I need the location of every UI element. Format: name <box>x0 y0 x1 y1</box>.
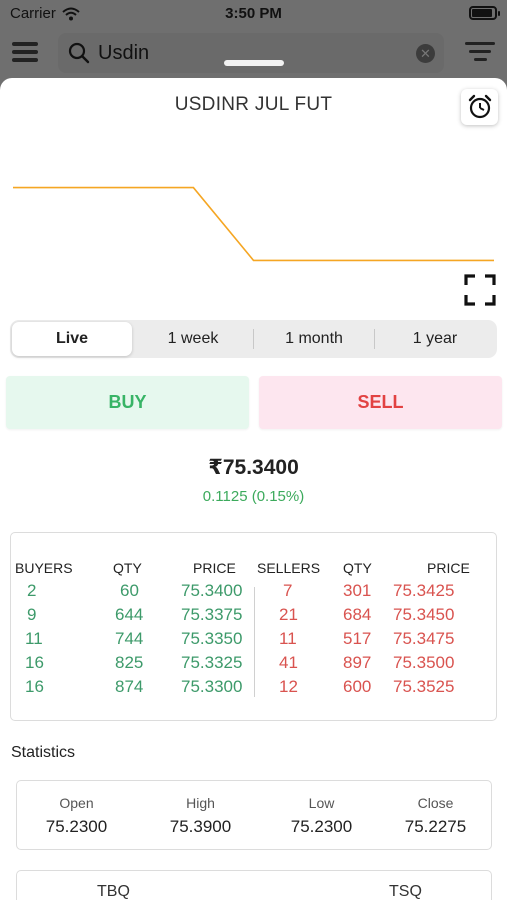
carrier-group: Carrier <box>10 5 80 22</box>
buy-qty: 60 <box>120 581 139 600</box>
statistics-heading: Statistics <box>11 744 76 761</box>
stat-label: Close <box>417 795 454 811</box>
depth-row: 16 874 75.3300 12 600 75.3525 <box>11 677 498 701</box>
sell-price: 75.3525 <box>393 677 455 696</box>
stat-value: 75.2275 <box>404 817 467 836</box>
buy-price: 75.3300 <box>181 677 243 696</box>
sell-qty: 600 <box>343 677 372 696</box>
buy-price: 75.3400 <box>181 581 243 600</box>
carrier-label: Carrier <box>10 5 56 22</box>
depth-row: 11 744 75.3350 11 517 75.3475 <box>11 629 498 653</box>
search-input[interactable]: Usdin ✕ <box>58 33 444 73</box>
buy-qty: 644 <box>115 605 144 624</box>
filter-icon[interactable] <box>465 42 495 64</box>
fullscreen-icon[interactable] <box>464 274 496 306</box>
stat-label: High <box>186 795 215 811</box>
search-row: Usdin ✕ <box>0 28 507 78</box>
stat-value: 75.3900 <box>169 817 232 836</box>
buy-qty: 874 <box>115 677 144 696</box>
tab-live[interactable]: Live <box>12 322 132 356</box>
header-buy-price: PRICE <box>193 560 236 576</box>
alert-button[interactable] <box>461 89 498 125</box>
buy-price: 75.3325 <box>181 653 243 672</box>
stat-value: 75.2300 <box>45 817 108 836</box>
sell-qty: 301 <box>343 581 372 600</box>
stat-open: Open 75.2300 <box>17 795 136 837</box>
stat-label: Low <box>308 795 335 811</box>
sellers-count: 12 <box>279 677 298 696</box>
statistics-card: Open 75.2300 High 75.3900 Low 75.2300 Cl… <box>16 780 492 850</box>
menu-icon[interactable] <box>12 42 38 62</box>
sellers-count: 11 <box>279 629 297 648</box>
instrument-sheet: USDINR JUL FUT Live 1 week 1 month 1 yea… <box>0 60 507 900</box>
stat-low: Low 75.2300 <box>262 795 381 837</box>
buy-price: 75.3375 <box>181 605 243 624</box>
tbq-label: TBQ <box>97 883 130 900</box>
sell-price: 75.3500 <box>393 653 455 672</box>
tab-divider <box>374 329 375 349</box>
time-range-tabs: Live 1 week 1 month 1 year <box>10 320 497 358</box>
depth-row: 2 60 75.3400 7 301 75.3425 <box>11 581 498 605</box>
buyers-count: 2 <box>27 581 37 600</box>
header-sell-qty: QTY <box>343 560 372 576</box>
buyers-count: 9 <box>27 605 37 624</box>
tab-divider <box>253 329 254 349</box>
sell-qty: 517 <box>343 629 372 648</box>
alarm-clock-icon <box>468 94 491 119</box>
battery-icon <box>469 6 500 20</box>
stat-close: Close 75.2275 <box>376 795 495 837</box>
buy-button[interactable]: BUY <box>6 376 249 429</box>
stat-high: High 75.3900 <box>141 795 260 837</box>
sell-price: 75.3450 <box>393 605 455 624</box>
tab-1-year[interactable]: 1 year <box>412 330 458 347</box>
totals-card: TBQ TSQ <box>16 870 492 900</box>
tab-1-month[interactable]: 1 month <box>285 330 343 347</box>
instrument-title: USDINR JUL FUT <box>174 94 333 115</box>
price-chart[interactable] <box>0 134 507 314</box>
sellers-count: 21 <box>279 605 298 624</box>
market-depth-table: BUYERS QTY PRICE SELLERS QTY PRICE 2 60 … <box>10 532 497 721</box>
depth-row: 16 825 75.3325 41 897 75.3500 <box>11 653 498 677</box>
buyers-count: 11 <box>25 629 43 648</box>
depth-row: 9 644 75.3375 21 684 75.3450 <box>11 605 498 629</box>
buy-price: 75.3350 <box>181 629 243 648</box>
buy-qty: 744 <box>115 629 144 648</box>
status-time: 3:50 PM <box>225 5 282 22</box>
tab-1-week[interactable]: 1 week <box>167 330 219 347</box>
sell-price: 75.3475 <box>393 629 455 648</box>
sellers-count: 41 <box>279 653 298 672</box>
sell-button[interactable]: SELL <box>259 376 502 429</box>
header-buy-qty: QTY <box>113 560 142 576</box>
header-sellers: SELLERS <box>257 560 321 576</box>
price-chart-svg <box>13 186 494 262</box>
sheet-grabber[interactable] <box>224 60 284 66</box>
depth-divider <box>254 587 255 697</box>
header-sell-price: PRICE <box>427 560 470 576</box>
search-query: Usdin <box>98 42 150 64</box>
last-price: ₹75.3400 <box>208 456 299 479</box>
sell-price: 75.3425 <box>393 581 455 600</box>
buy-qty: 825 <box>115 653 144 672</box>
price-change: 0.1125 (0.15%) <box>202 488 305 505</box>
price-line <box>13 186 494 262</box>
buyers-count: 16 <box>25 677 44 696</box>
search-icon <box>68 42 90 64</box>
stat-value: 75.2300 <box>290 817 353 836</box>
sell-qty: 684 <box>343 605 372 624</box>
sell-qty: 897 <box>343 653 372 672</box>
sellers-count: 7 <box>283 581 293 600</box>
wifi-icon <box>62 7 80 20</box>
stat-label: Open <box>59 795 94 811</box>
clear-search-icon[interactable]: ✕ <box>416 44 435 63</box>
buyers-count: 16 <box>25 653 44 672</box>
header-buyers: BUYERS <box>15 560 73 576</box>
status-bar: Carrier 3:50 PM <box>0 0 507 28</box>
tsq-label: TSQ <box>389 883 422 900</box>
